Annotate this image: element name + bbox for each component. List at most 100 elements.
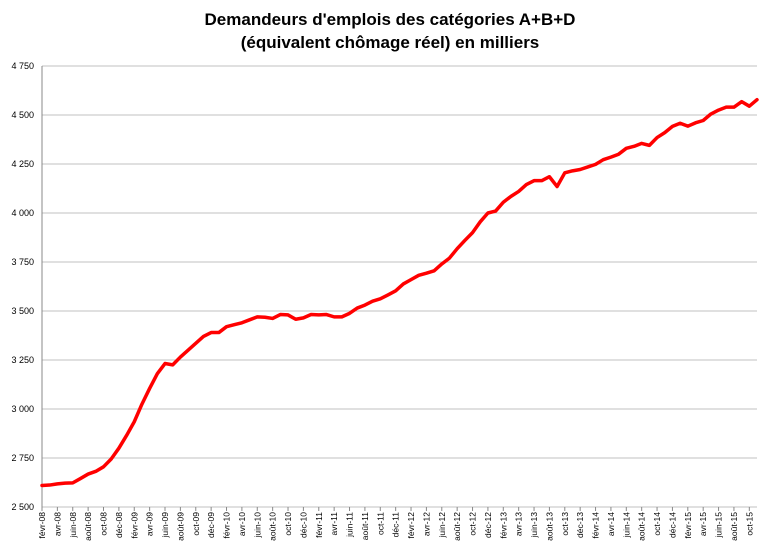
- data-point: [717, 109, 719, 111]
- data-point: [364, 304, 366, 306]
- data-point: [679, 122, 681, 124]
- data-point: [156, 373, 158, 375]
- data-point: [602, 158, 604, 160]
- data-point: [617, 153, 619, 155]
- x-tick-label: févr-12: [406, 512, 416, 539]
- x-tick-label: févr-10: [222, 512, 232, 539]
- data-point: [325, 313, 327, 315]
- x-tick-label: juin-15: [714, 512, 724, 539]
- data-point: [133, 421, 135, 423]
- data-point: [533, 179, 535, 181]
- x-tick-label: déc-10: [298, 512, 308, 538]
- data-point: [648, 144, 650, 146]
- data-point: [710, 113, 712, 115]
- y-tick-label: 3 500: [11, 306, 34, 316]
- data-point: [271, 317, 273, 319]
- data-point: [118, 447, 120, 449]
- data-point: [625, 147, 627, 149]
- data-point: [633, 145, 635, 147]
- y-tick-label: 2 750: [11, 453, 34, 463]
- data-point: [494, 210, 496, 212]
- x-tick-label: déc-14: [667, 512, 677, 538]
- x-tick-label: août-10: [268, 512, 278, 541]
- data-point: [233, 324, 235, 326]
- data-point: [418, 274, 420, 276]
- data-point: [225, 325, 227, 327]
- data-point: [756, 99, 758, 101]
- x-tick-label: oct-13: [560, 512, 570, 536]
- x-tick-label: avr-15: [698, 512, 708, 536]
- data-point: [502, 201, 504, 203]
- x-tick-label: août-12: [452, 512, 462, 541]
- data-point: [664, 131, 666, 133]
- x-tick-label: déc-08: [114, 512, 124, 538]
- data-point: [456, 247, 458, 249]
- data-point: [102, 466, 104, 468]
- data-point: [41, 484, 43, 486]
- data-point: [725, 106, 727, 108]
- data-point: [348, 312, 350, 314]
- y-tick-label: 4 250: [11, 159, 34, 169]
- x-tick-label: févr-13: [498, 512, 508, 539]
- data-point: [341, 316, 343, 318]
- data-point: [356, 307, 358, 309]
- data-point: [694, 122, 696, 124]
- data-point: [402, 283, 404, 285]
- chart-title-line1: Demandeurs d'emplois des catégories A+B+…: [204, 10, 576, 29]
- data-point: [295, 318, 297, 320]
- x-tick-label: avr-11: [329, 512, 339, 536]
- x-tick-label: déc-11: [391, 512, 401, 538]
- data-point: [164, 362, 166, 364]
- x-tick-label: févr-08: [37, 512, 47, 539]
- data-point: [510, 195, 512, 197]
- data-point: [579, 168, 581, 170]
- data-point: [333, 316, 335, 318]
- data-point: [464, 239, 466, 241]
- data-point: [379, 298, 381, 300]
- data-point: [310, 313, 312, 315]
- data-point: [587, 166, 589, 168]
- data-point: [448, 257, 450, 259]
- data-point: [556, 185, 558, 187]
- x-tick-label: déc-13: [575, 512, 585, 538]
- y-tick-label: 3 750: [11, 257, 34, 267]
- data-point: [425, 272, 427, 274]
- x-tick-label: juin-11: [345, 512, 355, 538]
- x-tick-label: févr-15: [683, 512, 693, 539]
- y-tick-label: 4 750: [11, 61, 34, 71]
- data-point: [79, 477, 81, 479]
- chart-title: Demandeurs d'emplois des catégories A+B+…: [0, 8, 780, 54]
- data-point: [187, 349, 189, 351]
- data-point: [95, 470, 97, 472]
- x-tick-label: août-08: [83, 512, 93, 541]
- x-tick-label: déc-09: [206, 512, 216, 538]
- data-point: [110, 458, 112, 460]
- data-point: [525, 183, 527, 185]
- data-point: [179, 356, 181, 358]
- data-point: [748, 105, 750, 107]
- x-tick-label: août-15: [729, 512, 739, 541]
- x-tick-label: oct-10: [283, 512, 293, 536]
- x-tick-label: juin-10: [252, 512, 262, 539]
- x-tick-label: août-11: [360, 512, 370, 540]
- x-tick-label: avr-10: [237, 512, 247, 536]
- data-point: [64, 482, 66, 484]
- y-tick-label: 4 000: [11, 208, 34, 218]
- data-point: [264, 316, 266, 318]
- data-point: [487, 212, 489, 214]
- data-point: [671, 125, 673, 127]
- data-point: [302, 317, 304, 319]
- data-point: [517, 190, 519, 192]
- x-tick-label: oct-09: [191, 512, 201, 536]
- data-point: [202, 335, 204, 337]
- data-point: [687, 125, 689, 127]
- x-tick-label: avr-14: [606, 512, 616, 536]
- data-point: [141, 403, 143, 405]
- data-point: [48, 484, 50, 486]
- y-tick-label: 2 500: [11, 502, 34, 512]
- x-tick-label: oct-15: [744, 512, 754, 536]
- data-point: [656, 136, 658, 138]
- x-tick-label: juin-09: [160, 512, 170, 539]
- data-point: [56, 483, 58, 485]
